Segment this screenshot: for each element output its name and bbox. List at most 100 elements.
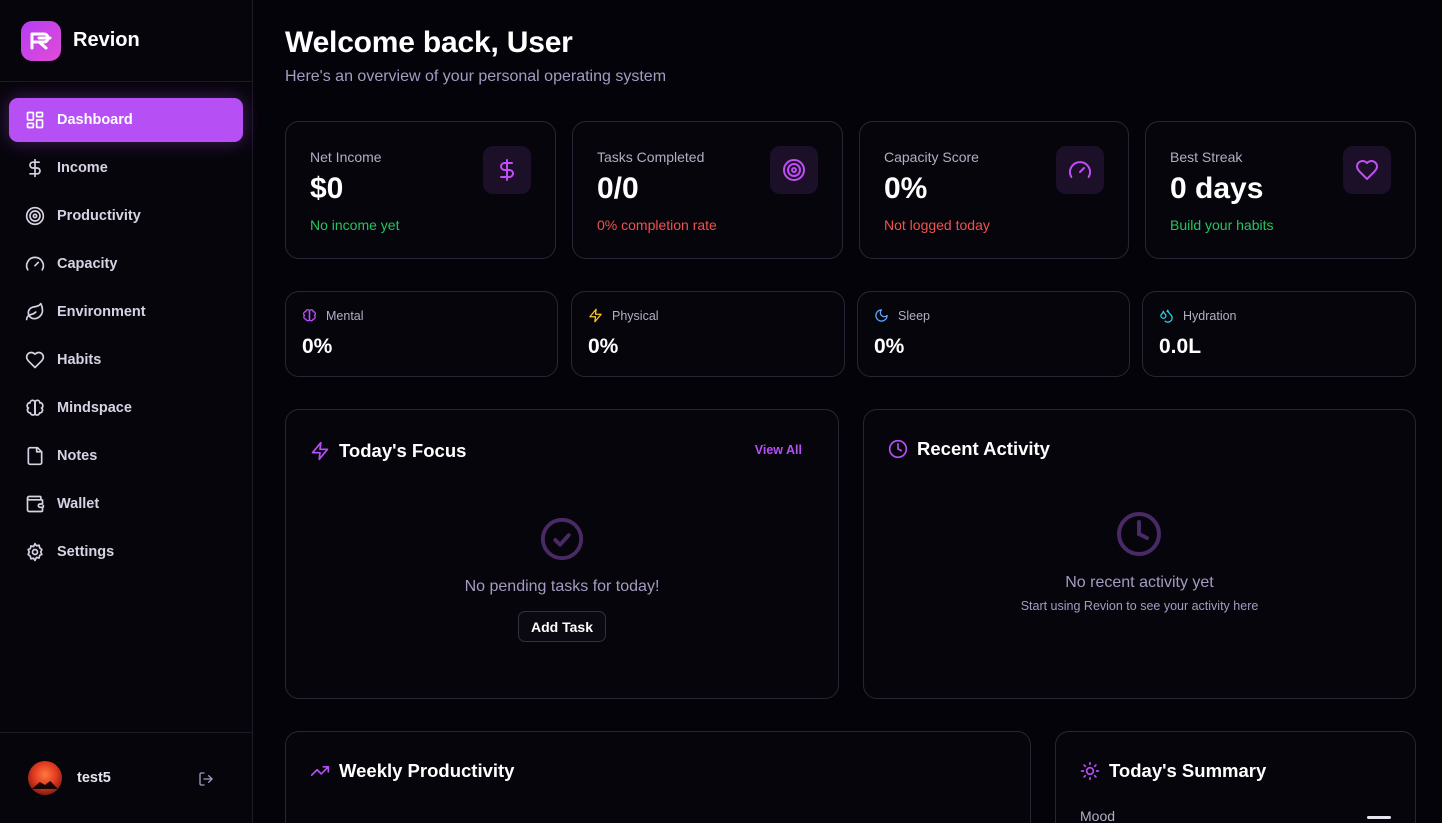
heart-icon	[1343, 146, 1391, 194]
user-name: test5	[77, 770, 111, 786]
brain-icon	[25, 398, 45, 418]
sidebar-item-capacity[interactable]: Capacity	[9, 242, 243, 286]
empty-state-text: No recent activity yet	[1065, 574, 1214, 591]
metric-label-text: Physical	[612, 308, 659, 323]
main-content: Welcome back, User Here's an overview of…	[253, 0, 1442, 823]
mood-value-dash	[1367, 816, 1391, 819]
clock-icon	[888, 439, 908, 459]
empty-state-subtext: Start using Revion to see your activity …	[1020, 599, 1259, 613]
metric-card-hydration: Hydration 0.0L	[1142, 291, 1416, 377]
moon-icon	[875, 309, 888, 322]
sidebar-item-dashboard[interactable]: Dashboard	[9, 98, 243, 142]
panel-title-text: Recent Activity	[917, 438, 1050, 459]
target-icon	[25, 206, 45, 226]
brain-icon	[303, 309, 316, 322]
metric-label: Sleep	[874, 308, 930, 323]
stat-label: Best Streak	[1170, 149, 1243, 165]
stat-value: 0 days	[1170, 172, 1264, 205]
empty-state-text: No pending tasks for today!	[464, 578, 660, 595]
panel-title: Weekly Productivity	[310, 760, 514, 782]
metric-value: 0%	[588, 335, 619, 358]
panel-title-text: Weekly Productivity	[339, 760, 515, 781]
gauge-icon	[1056, 146, 1104, 194]
stat-card-capacity-score: Capacity Score 0% Not logged today	[859, 121, 1129, 259]
metric-label-text: Mental	[326, 308, 364, 323]
logout-icon[interactable]	[198, 771, 214, 787]
sidebar: Revion Dashboard Income Productivity Cap…	[0, 0, 253, 823]
sidebar-item-label: Mindspace	[57, 400, 132, 416]
metric-label: Hydration	[1159, 308, 1237, 323]
sidebar-item-label: Habits	[57, 352, 102, 368]
sidebar-item-label: Capacity	[57, 256, 118, 272]
dashboard-icon	[25, 110, 45, 130]
stat-label: Net Income	[310, 149, 382, 165]
sidebar-item-label: Productivity	[57, 208, 141, 224]
todays-summary-panel: Today's Summary Mood	[1055, 731, 1416, 823]
trending-up-icon	[310, 766, 330, 776]
sidebar-item-environment[interactable]: Environment	[9, 290, 243, 334]
sidebar-item-label: Notes	[57, 448, 98, 464]
metric-value: 0%	[874, 335, 905, 358]
sidebar-item-settings[interactable]: Settings	[9, 530, 243, 574]
zap-icon	[589, 308, 602, 323]
wallet-icon	[25, 494, 45, 514]
stat-note: No income yet	[310, 217, 400, 233]
metric-label-text: Hydration	[1183, 308, 1237, 323]
metric-card-physical: Physical 0%	[571, 291, 845, 377]
todays-focus-panel: Today's Focus View All No pending tasks …	[285, 409, 839, 699]
sidebar-item-productivity[interactable]: Productivity	[9, 194, 243, 238]
avatar[interactable]	[28, 761, 62, 795]
page-subtitle: Here's an overview of your personal oper…	[285, 68, 667, 85]
mood-label: Mood	[1080, 808, 1116, 823]
metric-card-mental: Mental 0%	[285, 291, 558, 377]
heart-icon	[25, 350, 45, 370]
sidebar-item-label: Environment	[57, 304, 146, 320]
droplets-icon	[1160, 309, 1173, 323]
brand[interactable]: Revion	[0, 0, 252, 82]
panel-title: Recent Activity	[888, 438, 1050, 460]
weekly-productivity-panel: Weekly Productivity	[285, 731, 1031, 823]
metric-label: Physical	[588, 308, 659, 323]
sidebar-item-notes[interactable]: Notes	[9, 434, 243, 478]
leaf-icon	[25, 302, 45, 322]
brand-name: Revion	[73, 29, 140, 51]
gear-icon	[25, 542, 45, 562]
metric-card-sleep: Sleep 0%	[857, 291, 1130, 377]
metric-value: 0.0L	[1159, 335, 1202, 358]
stat-card-tasks-completed: Tasks Completed 0/0 0% completion rate	[572, 121, 843, 259]
sidebar-item-income[interactable]: Income	[9, 146, 243, 190]
dollar-icon	[25, 158, 45, 178]
stat-value: 0/0	[597, 172, 639, 205]
recent-activity-panel: Recent Activity No recent activity yet S…	[863, 409, 1416, 699]
page-title: Welcome back, User	[285, 26, 573, 59]
file-icon	[25, 446, 45, 466]
panel-title: Today's Focus	[310, 440, 466, 462]
sidebar-item-mindspace[interactable]: Mindspace	[9, 386, 243, 430]
target-icon	[770, 146, 818, 194]
sidebar-item-habits[interactable]: Habits	[9, 338, 243, 382]
stat-card-best-streak: Best Streak 0 days Build your habits	[1145, 121, 1416, 259]
sidebar-nav: Dashboard Income Productivity Capacity E…	[0, 82, 252, 574]
stat-note: 0% completion rate	[597, 217, 717, 233]
check-circle-icon	[540, 517, 584, 561]
sun-icon	[1080, 761, 1100, 781]
sidebar-item-wallet[interactable]: Wallet	[9, 482, 243, 526]
stat-card-net-income: Net Income $0 No income yet	[285, 121, 556, 259]
sidebar-item-label: Dashboard	[57, 112, 133, 128]
stat-label: Capacity Score	[884, 149, 979, 165]
stat-note: Not logged today	[884, 217, 990, 233]
sidebar-item-label: Settings	[57, 544, 115, 560]
user-bar: test5	[0, 732, 252, 823]
metric-label-text: Sleep	[898, 308, 930, 323]
view-all-link[interactable]: View All	[754, 443, 802, 457]
stat-note: Build your habits	[1170, 217, 1274, 233]
add-task-button[interactable]: Add Task	[518, 611, 606, 642]
metric-value: 0%	[302, 335, 333, 358]
dollar-icon	[483, 146, 531, 194]
panel-title-text: Today's Summary	[1109, 760, 1267, 781]
stat-value: $0	[310, 172, 344, 205]
panel-title: Today's Summary	[1080, 760, 1266, 782]
revion-logo	[21, 20, 61, 61]
gauge-icon	[25, 254, 45, 274]
stat-value: 0%	[884, 172, 928, 205]
